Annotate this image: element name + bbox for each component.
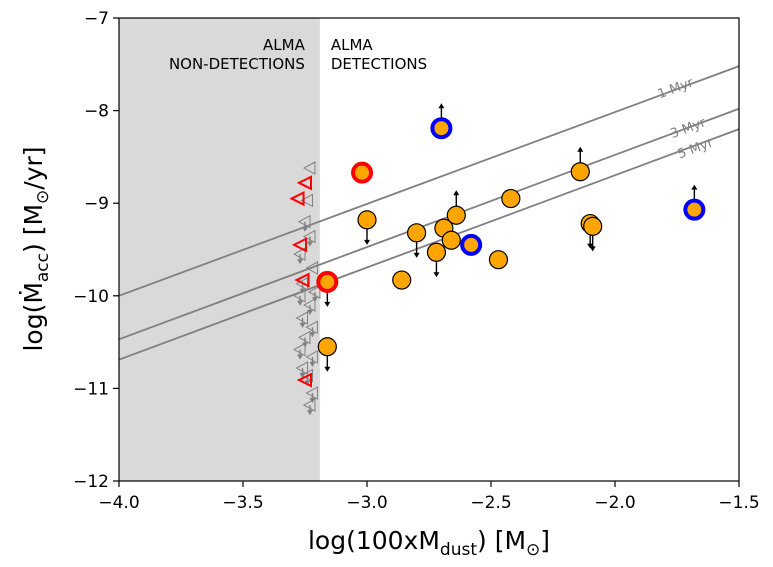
nondetection-grey-marker — [305, 386, 318, 400]
detection-marker — [317, 337, 337, 357]
detection-label-line2: DETECTIONS — [331, 55, 427, 73]
nondetection-grey-marker — [305, 261, 318, 275]
detection-marker-blue-ring — [683, 198, 706, 221]
detection-arrow-up — [691, 184, 698, 201]
detection-marker — [426, 242, 447, 262]
x-tick-label: −4.0 — [98, 493, 139, 513]
detection-marker — [446, 205, 466, 225]
nondetection-grey-marker — [297, 214, 311, 229]
detection-arrow-up — [453, 190, 460, 207]
nondetection-red-marker — [289, 190, 305, 207]
detection-marker-blue-ring — [460, 233, 483, 256]
detection-marker-red-ring — [316, 270, 339, 293]
nondetection-red-marker — [291, 237, 308, 253]
isochrone-line-3 — [119, 128, 739, 361]
detection-arrow-down — [364, 228, 370, 245]
nondetection-grey-marker — [297, 330, 311, 345]
detection-marker — [441, 230, 461, 250]
nondetection-grey-marker — [292, 342, 306, 357]
nondetection-grey-marker — [292, 247, 306, 261]
y-axis-title: log(Ṁacc) [M⊙/yr] — [19, 146, 53, 351]
detection-marker — [407, 223, 427, 243]
nondetection-grey-marker — [302, 161, 316, 175]
detection-arrow-down — [324, 290, 331, 307]
y-tick-label: −12 — [73, 472, 109, 492]
nondetection-grey-marker — [292, 288, 306, 303]
x-tick-label: −2.0 — [594, 493, 635, 513]
nondetection-red-marker — [294, 272, 310, 288]
nondetection-red-marker — [296, 175, 312, 191]
isochrone-label-3: 5 Myr — [676, 135, 716, 162]
nondetection-grey-marker — [300, 368, 313, 383]
nondetection-grey-marker — [305, 320, 318, 335]
detection-arrow-down — [324, 355, 331, 372]
detection-marker — [357, 210, 377, 230]
y-tick-label: −11 — [73, 379, 109, 399]
nondetection-grey-marker — [302, 398, 316, 412]
detection-marker-red-ring — [351, 161, 374, 184]
nondetection-grey-marker — [302, 298, 316, 312]
detection-marker — [488, 250, 509, 270]
nondetection-label-line1: ALMA — [263, 36, 306, 54]
x-tick-label: −2.5 — [470, 493, 511, 513]
y-tick-label: −10 — [73, 287, 109, 307]
nondetection-region — [119, 18, 320, 481]
x-tick-label: −1.5 — [718, 493, 759, 513]
detection-arrow-up — [438, 103, 445, 120]
detection-arrow-down — [413, 241, 420, 258]
isochrone-line-2 — [119, 107, 739, 341]
x-axis-title: log(100xMdust) [M⊙] — [308, 526, 550, 560]
y-tick-label: −7 — [84, 9, 109, 29]
nondetection-grey-marker — [295, 311, 309, 325]
x-tick-label: −3.5 — [222, 493, 263, 513]
detection-arrow-down — [589, 235, 596, 252]
nondetection-label-line2: NON-DETECTIONS — [169, 55, 305, 73]
nondetection-grey-marker — [307, 285, 321, 299]
nondetection-grey-marker — [302, 229, 316, 244]
y-tick-label: −9 — [84, 194, 109, 214]
nondetection-red-marker — [296, 372, 312, 388]
detection-arrow-up — [577, 146, 584, 163]
plot-frame — [118, 17, 740, 482]
y-tick-label: −8 — [84, 102, 109, 122]
detection-arrow-down — [433, 261, 440, 278]
detection-marker — [501, 188, 521, 209]
detection-marker — [392, 270, 412, 290]
detection-marker — [583, 216, 603, 236]
isochrone-line-1 — [119, 65, 739, 297]
detection-marker-blue-ring — [430, 117, 453, 140]
detection-label-line1: ALMA — [331, 36, 374, 54]
nondetection-grey-marker — [295, 361, 309, 375]
nondetection-grey-marker — [305, 350, 318, 364]
x-tick-label: −3.0 — [346, 493, 387, 513]
isochrone-label-1: 1 Myr — [656, 75, 696, 102]
nondetection-grey-marker — [300, 193, 313, 208]
detection-marker — [570, 162, 590, 182]
